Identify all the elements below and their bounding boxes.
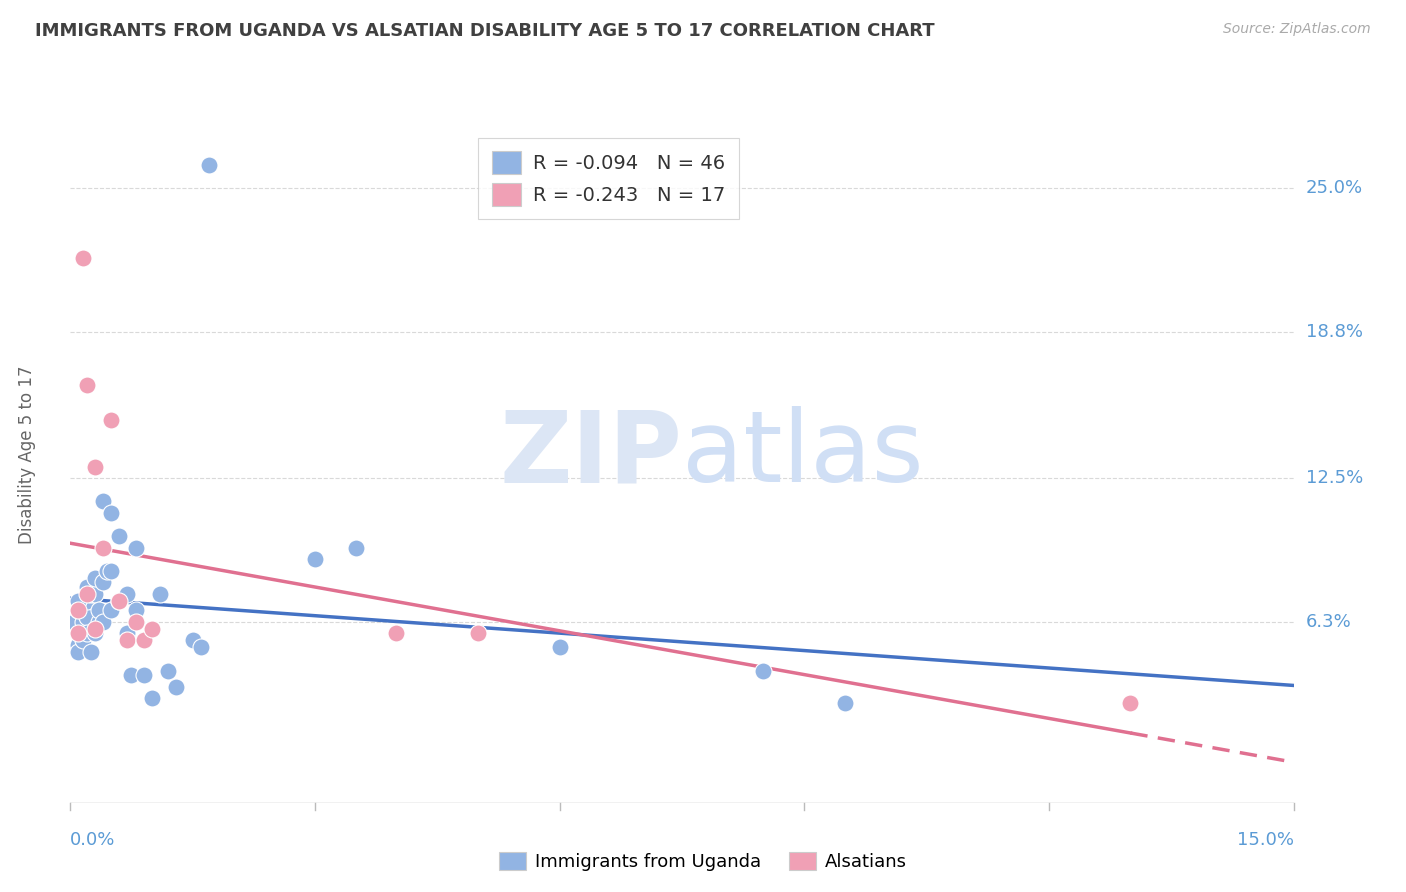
Point — [100, 564, 122, 578]
Point — [91, 494, 114, 508]
Point — [149, 587, 172, 601]
Legend: R = -0.094   N = 46, R = -0.243   N = 17: R = -0.094 N = 46, R = -0.243 N = 17 — [478, 137, 738, 219]
Text: Source: ZipAtlas.com: Source: ZipAtlas.com — [1223, 22, 1371, 37]
Point — [83, 622, 105, 636]
Point — [67, 626, 90, 640]
Text: 0.0%: 0.0% — [70, 830, 115, 848]
Point — [117, 633, 139, 648]
Point — [67, 594, 90, 608]
Point — [76, 626, 98, 640]
Point — [752, 664, 775, 678]
Point — [344, 541, 367, 555]
Point — [67, 603, 90, 617]
Point — [165, 680, 187, 694]
Text: 6.3%: 6.3% — [1306, 613, 1351, 631]
Point — [79, 587, 103, 601]
Point — [124, 615, 146, 629]
Point — [124, 603, 146, 617]
Point — [72, 251, 94, 265]
Point — [79, 645, 103, 659]
Point — [117, 587, 139, 601]
Point — [548, 640, 571, 655]
Point — [83, 587, 105, 601]
Point — [87, 603, 110, 617]
Text: IMMIGRANTS FROM UGANDA VS ALSATIAN DISABILITY AGE 5 TO 17 CORRELATION CHART: IMMIGRANTS FROM UGANDA VS ALSATIAN DISAB… — [35, 22, 935, 40]
Point — [132, 668, 155, 682]
Point — [108, 594, 131, 608]
Point — [67, 603, 90, 617]
Text: 15.0%: 15.0% — [1236, 830, 1294, 848]
Point — [181, 633, 204, 648]
Point — [76, 594, 98, 608]
Point — [91, 541, 114, 555]
Point — [76, 587, 98, 601]
Point — [198, 158, 221, 172]
Point — [141, 622, 163, 636]
Text: ZIP: ZIP — [499, 407, 682, 503]
Point — [72, 633, 94, 648]
Text: atlas: atlas — [682, 407, 924, 503]
Point — [121, 668, 143, 682]
Point — [385, 626, 408, 640]
Point — [100, 603, 122, 617]
Point — [190, 640, 212, 655]
Point — [124, 541, 146, 555]
Point — [1119, 696, 1142, 710]
Point — [83, 459, 105, 474]
Point — [117, 626, 139, 640]
Point — [100, 413, 122, 427]
Point — [76, 610, 98, 624]
Text: 12.5%: 12.5% — [1306, 469, 1362, 487]
Point — [304, 552, 326, 566]
Point — [834, 696, 856, 710]
Point — [67, 638, 90, 652]
Point — [141, 691, 163, 706]
Point — [76, 378, 98, 392]
Point — [91, 575, 114, 590]
Point — [157, 664, 180, 678]
Point — [108, 594, 131, 608]
Text: Disability Age 5 to 17: Disability Age 5 to 17 — [18, 366, 37, 544]
Text: 25.0%: 25.0% — [1306, 179, 1362, 197]
Point — [76, 580, 98, 594]
Point — [132, 633, 155, 648]
Point — [87, 615, 110, 629]
Point — [467, 626, 489, 640]
Point — [132, 633, 155, 648]
Point — [91, 615, 114, 629]
Point — [72, 615, 94, 629]
Point — [96, 564, 118, 578]
Point — [67, 645, 90, 659]
Point — [83, 571, 105, 585]
Point — [63, 615, 86, 629]
Text: 18.8%: 18.8% — [1306, 323, 1362, 341]
Legend: Immigrants from Uganda, Alsatians: Immigrants from Uganda, Alsatians — [492, 845, 914, 879]
Point — [108, 529, 131, 543]
Point — [100, 506, 122, 520]
Point — [83, 626, 105, 640]
